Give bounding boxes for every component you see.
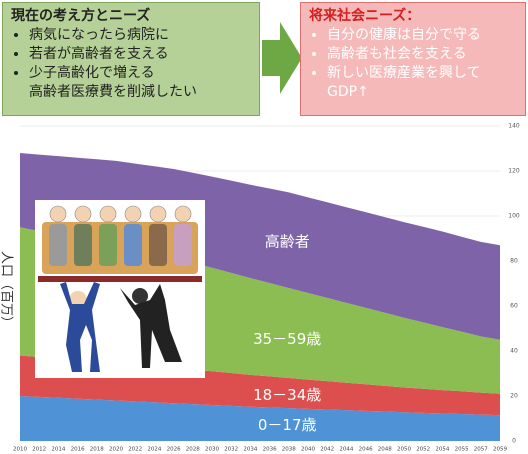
x-tick-label: 2012 (32, 447, 46, 453)
x-tick-label: 2014 (51, 447, 65, 453)
y-tick-label: 120 (508, 168, 520, 175)
box-title: 将来社会ニーズ： (309, 8, 421, 24)
x-tick-label: 2020 (109, 447, 123, 453)
area-label: 18－34歳 (253, 386, 321, 404)
x-tick-label: 2044 (339, 447, 353, 453)
elder-head (149, 205, 167, 223)
elder-head (174, 205, 192, 223)
elder-head (99, 205, 117, 223)
x-tick-label: 2022 (128, 447, 142, 453)
area (20, 153, 500, 340)
y-tick-label: 0 (512, 438, 516, 445)
area-label: 35－59歳 (253, 330, 321, 348)
x-tick-label: 2018 (90, 447, 104, 453)
item: 新しい医療産業を興して GDP↑ (327, 64, 517, 102)
box-title: 現在の考え方とニーズ (11, 8, 151, 24)
woman-body (120, 284, 182, 368)
item: 高齢者も社会を支える (327, 45, 517, 64)
current-needs-box: 現在の考え方とニーズ 病気になったら病院に若者が高齢者を支える少子高齢化で増える… (2, 2, 260, 116)
elder-head (124, 205, 142, 223)
x-tick-label: 2055 (455, 447, 469, 453)
x-tick-label: 2046 (359, 447, 373, 453)
x-tick-label: 2057 (474, 447, 488, 453)
x-tick-label: 2028 (186, 447, 200, 453)
item-text: GDP↑ (327, 84, 369, 100)
x-tick-label: 2030 (205, 447, 219, 453)
woman-head (132, 288, 148, 304)
elder-body (149, 224, 167, 266)
elder-body (99, 224, 117, 266)
area-label: 0－17歳 (258, 416, 317, 434)
elder-body (74, 224, 92, 266)
y-tick-label: 60 (510, 303, 518, 310)
x-tick-label: 2052 (416, 447, 430, 453)
plank (38, 276, 202, 282)
item-list: 自分の健康は自分で守る高齢者も社会を支える新しい医療産業を興して GDP↑ (309, 26, 517, 102)
x-tick-label: 2016 (71, 447, 85, 453)
illustration (35, 200, 205, 378)
x-tick-label: 2059 (493, 447, 507, 453)
item-text: 自分の健康は自分で守る (327, 27, 481, 43)
item-text: 病気になったら病院に (29, 27, 169, 43)
elder-body (174, 224, 192, 266)
elder-body (49, 224, 67, 266)
x-tick-label: 2054 (435, 447, 449, 453)
x-tick-label: 2038 (282, 447, 296, 453)
item-text: 若者が高齢者を支える (29, 46, 169, 62)
elder-head (49, 205, 67, 223)
item-list: 病気になったら病院に若者が高齢者を支える少子高齢化で増える高齢者医療費を削減した… (11, 26, 251, 102)
x-tick-label: 2026 (167, 447, 181, 453)
item-text: 少子高齢化で増える (29, 65, 155, 81)
x-tick-label: 2048 (378, 447, 392, 453)
arrow (262, 22, 302, 94)
elder-body (124, 224, 142, 266)
item-text: 高齢者も社会を支える (327, 46, 467, 62)
y-tick-label: 20 (510, 393, 518, 400)
y-tick-label: 100 (508, 213, 520, 220)
x-tick-label: 2034 (243, 447, 257, 453)
future-needs-box: 将来社会ニーズ： 自分の健康は自分で守る高齢者も社会を支える新しい医療産業を興し… (300, 2, 526, 116)
y-tick-label: 140 (508, 123, 520, 130)
elder-head (74, 205, 92, 223)
y-tick-label: 40 (510, 348, 518, 355)
x-tick-label: 2024 (147, 447, 161, 453)
item: 若者が高齢者を支える (29, 45, 251, 64)
x-tick-label: 2050 (397, 447, 411, 453)
item-text: 新しい医療産業を興して (327, 65, 481, 81)
x-tick-label: 2040 (301, 447, 315, 453)
item-text: 高齢者医療費を削減したい (29, 84, 197, 100)
x-tick-label: 2032 (224, 447, 238, 453)
item: 病気になったら病院に (29, 26, 251, 45)
item: 自分の健康は自分で守る (327, 26, 517, 45)
y-axis-label: 人口（百万） (0, 251, 14, 329)
x-tick-label: 2042 (320, 447, 334, 453)
area (20, 396, 500, 441)
y-tick-label: 80 (510, 258, 518, 265)
x-tick-label: 2010 (13, 447, 27, 453)
x-tick-label: 2036 (263, 447, 277, 453)
area-label: 高齢者 (265, 233, 310, 251)
man-body (60, 282, 100, 372)
